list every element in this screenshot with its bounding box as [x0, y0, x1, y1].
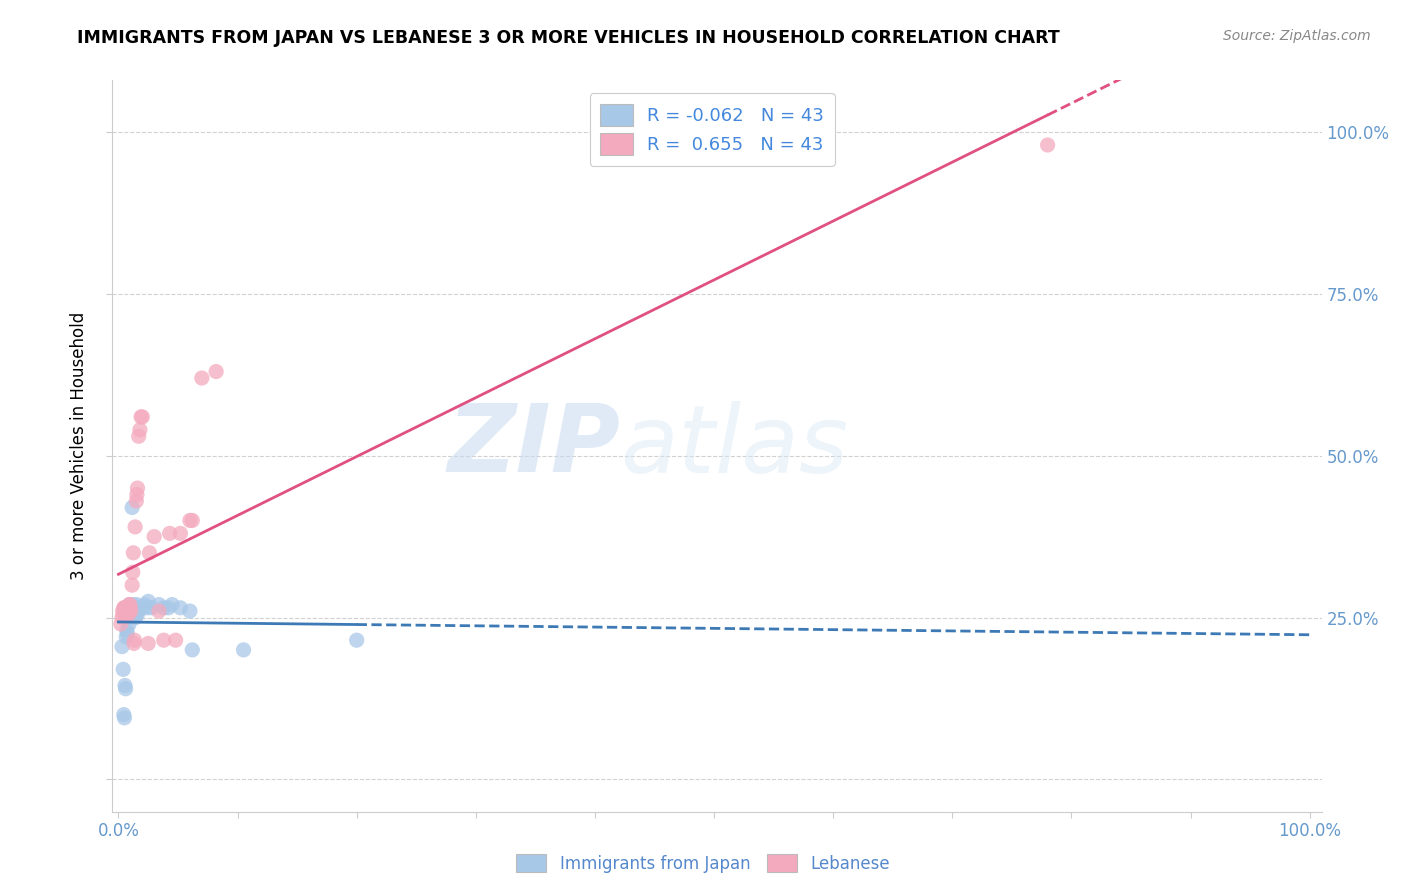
Point: [124, 520, 146, 534]
Point: [131, 409, 153, 424]
Legend: R = -0.062   N = 43, R =  0.655   N = 43: R = -0.062 N = 43, R = 0.655 N = 43: [589, 93, 835, 166]
Point: [111, 604, 134, 618]
Point: [120, 600, 142, 615]
Point: [117, 607, 139, 622]
Point: [110, 617, 132, 632]
Text: atlas: atlas: [620, 401, 849, 491]
Point: [136, 636, 159, 650]
Point: [127, 481, 149, 495]
Point: [111, 610, 134, 624]
Point: [120, 604, 142, 618]
Point: [181, 643, 204, 657]
Point: [115, 607, 138, 622]
Point: [128, 429, 150, 443]
Point: [125, 487, 148, 501]
Point: [152, 600, 174, 615]
Point: [205, 365, 228, 379]
Point: [124, 607, 146, 622]
Text: Source: ZipAtlas.com: Source: ZipAtlas.com: [1223, 29, 1371, 43]
Point: [122, 546, 145, 560]
Legend: Immigrants from Japan, Lebanese: Immigrants from Japan, Lebanese: [509, 847, 897, 880]
Y-axis label: 3 or more Vehicles in Household: 3 or more Vehicles in Household: [70, 312, 89, 580]
Text: ZIP: ZIP: [447, 400, 620, 492]
Point: [179, 604, 201, 618]
Point: [115, 630, 138, 644]
Point: [165, 633, 187, 648]
Point: [117, 626, 139, 640]
Point: [124, 633, 146, 648]
Point: [131, 600, 153, 615]
Point: [141, 600, 163, 615]
Point: [136, 600, 159, 615]
Point: [117, 610, 139, 624]
Point: [112, 711, 135, 725]
Point: [121, 604, 143, 618]
Point: [134, 598, 156, 612]
Point: [112, 707, 135, 722]
Point: [127, 607, 149, 622]
Point: [121, 600, 143, 615]
Point: [191, 371, 214, 385]
Point: [120, 600, 142, 615]
Text: IMMIGRANTS FROM JAPAN VS LEBANESE 3 OR MORE VEHICLES IN HOUSEHOLD CORRELATION CH: IMMIGRANTS FROM JAPAN VS LEBANESE 3 OR M…: [77, 29, 1060, 46]
Point: [148, 598, 170, 612]
Point: [346, 633, 368, 648]
Point: [114, 600, 136, 615]
Point: [122, 636, 145, 650]
Point: [138, 546, 160, 560]
Point: [121, 598, 143, 612]
Point: [118, 600, 141, 615]
Point: [120, 600, 142, 615]
Point: [125, 598, 148, 612]
Point: [127, 604, 149, 618]
Point: [114, 681, 136, 696]
Point: [112, 607, 135, 622]
Point: [114, 604, 136, 618]
Point: [118, 617, 141, 632]
Point: [121, 578, 143, 592]
Point: [118, 598, 141, 612]
Point: [160, 598, 183, 612]
Point: [129, 409, 152, 424]
Point: [112, 600, 135, 615]
Point: [148, 604, 170, 618]
Point: [112, 600, 135, 615]
Point: [152, 633, 174, 648]
Point: [120, 604, 142, 618]
Point: [118, 598, 141, 612]
Point: [111, 640, 134, 654]
Point: [179, 513, 201, 527]
Point: [128, 423, 150, 437]
Point: [114, 678, 136, 692]
Point: [181, 513, 204, 527]
Point: [232, 643, 254, 657]
Point: [136, 594, 159, 608]
Point: [112, 662, 135, 676]
Point: [121, 566, 143, 580]
Point: [118, 598, 141, 612]
Point: [169, 600, 191, 615]
Point: [117, 607, 139, 622]
Point: [117, 604, 139, 618]
Point: [143, 530, 166, 544]
Point: [125, 494, 148, 508]
Point: [117, 604, 139, 618]
Point: [157, 600, 180, 615]
Point: [121, 500, 143, 515]
Point: [159, 526, 181, 541]
Point: [115, 600, 138, 615]
Point: [1036, 138, 1059, 153]
Point: [115, 624, 138, 638]
Point: [121, 600, 143, 615]
Point: [169, 526, 191, 541]
Point: [125, 610, 148, 624]
Point: [122, 607, 145, 622]
Point: [122, 604, 145, 618]
